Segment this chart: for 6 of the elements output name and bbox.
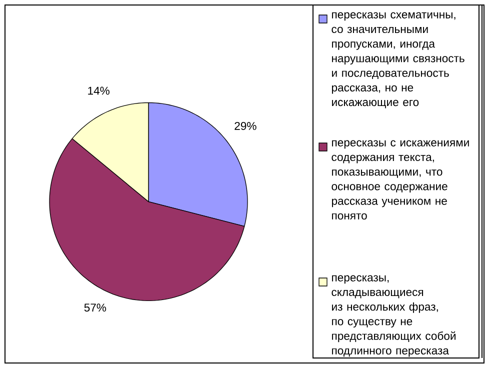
- data-label: 14%: [88, 86, 110, 95]
- legend-label: пересказы схематичны, со значительными пропусками, иногда нарушающими связность и последовательность рассказа, но не искажающие его: [332, 12, 464, 108]
- data-label: 29%: [234, 122, 256, 130]
- legend-label: пересказы с искажениями содержания текста, показывающими, что основное содержание рассказа учеником не понято: [332, 140, 469, 220]
- legend-label: пересказы, складывающиеся из нескольких фраз, по существу не представляющих собой подлинного пересказа: [332, 275, 456, 357]
- data-label: 57%: [84, 304, 106, 312]
